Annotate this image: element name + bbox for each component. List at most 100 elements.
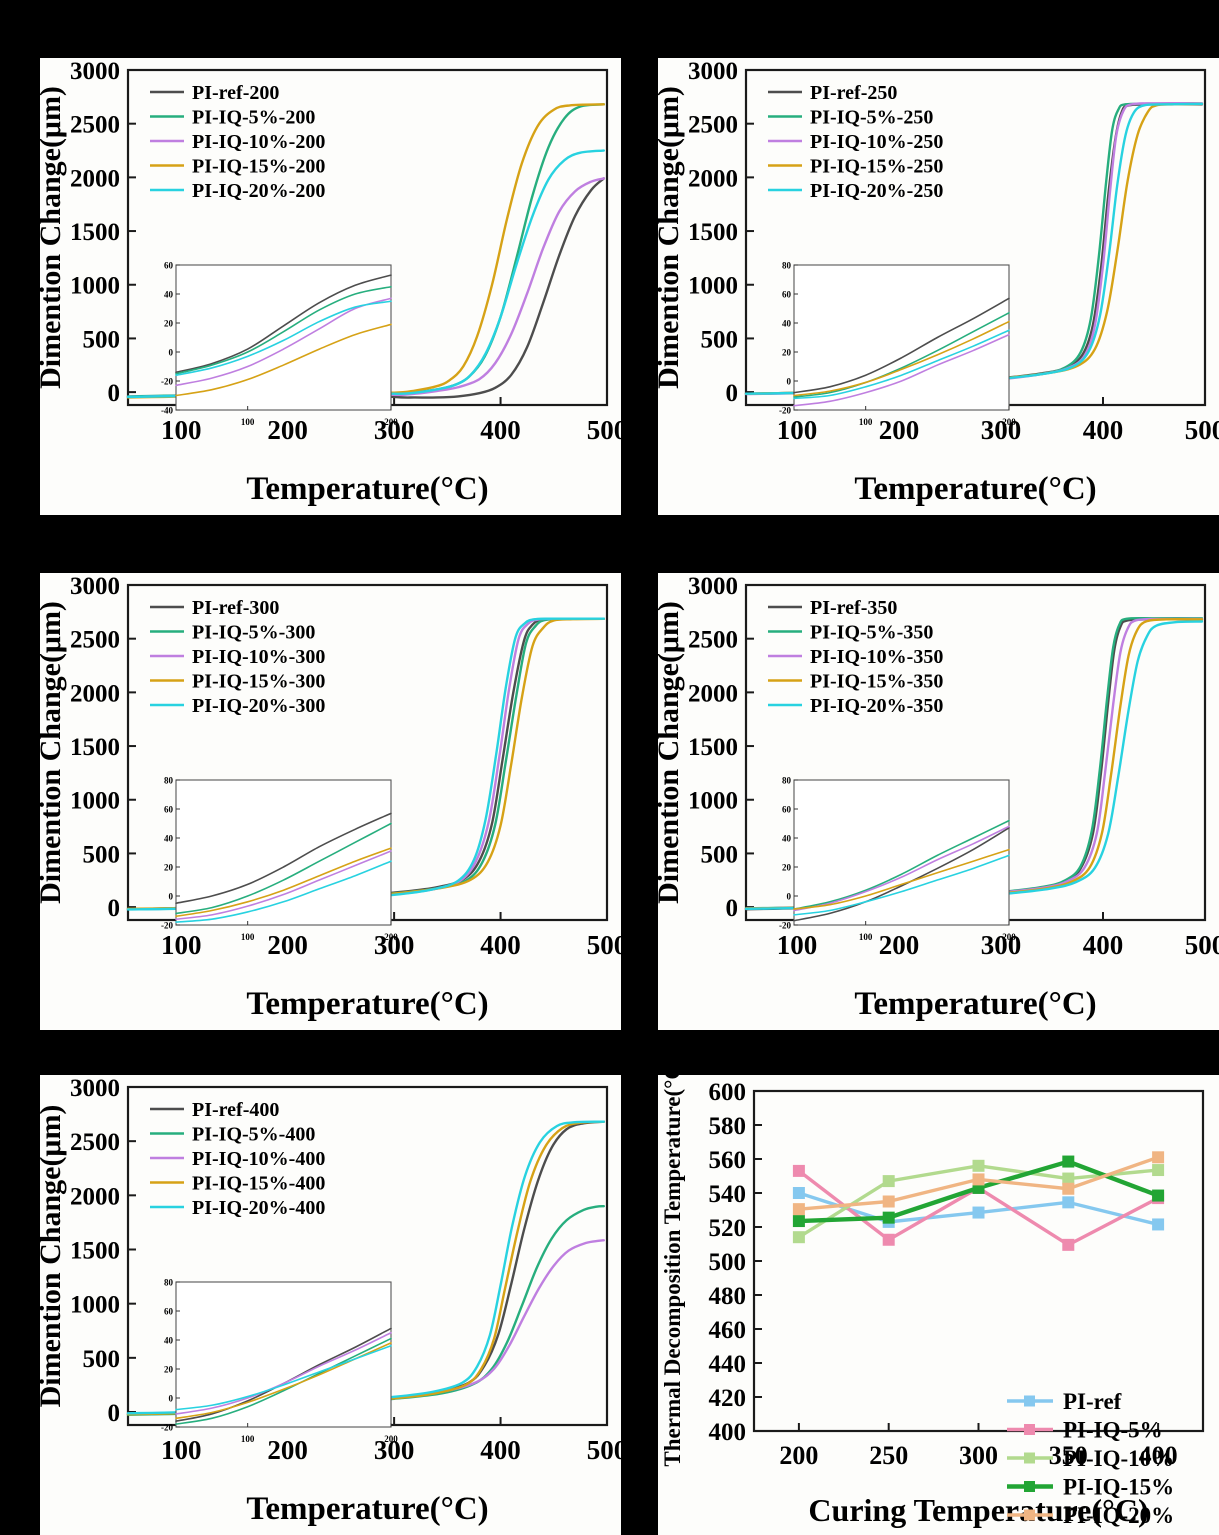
svg-text:80: 80 [782, 776, 792, 786]
svg-text:40: 40 [164, 290, 174, 300]
tma-400-plot: 100 200 300 400 500050010001500200025003000T… [40, 1075, 621, 1535]
svg-text:Dimention Change(μm): Dimention Change(μm) [658, 86, 685, 389]
svg-text:480: 480 [709, 1283, 747, 1310]
svg-text:PI-IQ-10%-250: PI-IQ-10%-250 [810, 131, 943, 153]
svg-text:3000: 3000 [70, 573, 120, 600]
svg-text:PI-IQ-15%: PI-IQ-15% [1063, 1475, 1174, 1500]
svg-text:PI-IQ-10%-350: PI-IQ-10%-350 [810, 646, 943, 668]
svg-text:2500: 2500 [688, 112, 738, 139]
svg-text:300: 300 [374, 1435, 415, 1465]
svg-text:60: 60 [782, 290, 792, 300]
svg-text:1500: 1500 [688, 734, 738, 761]
chart-panel-decomposition-temperature: 200 250 300 350 400 400 420 440 460 480 500 520 540 5… [658, 1075, 1219, 1535]
svg-text:500: 500 [701, 326, 739, 353]
svg-text:20: 20 [164, 1365, 174, 1375]
svg-text:300: 300 [959, 1441, 998, 1470]
svg-text:400: 400 [480, 415, 521, 445]
svg-text:500: 500 [701, 841, 739, 868]
svg-text:200: 200 [1002, 932, 1016, 942]
svg-text:420: 420 [709, 1385, 747, 1412]
svg-text:60: 60 [164, 261, 174, 271]
svg-text:2000: 2000 [688, 680, 738, 707]
svg-text:250: 250 [869, 1441, 908, 1470]
svg-text:PI-IQ-15%-350: PI-IQ-15%-350 [810, 671, 943, 693]
svg-text:40: 40 [782, 319, 792, 329]
chart-panel-tma-350: 100 200 300 400 500 0 500 1000 1500 2000 2500 3000 T… [658, 573, 1219, 1030]
svg-text:80: 80 [164, 1278, 174, 1288]
svg-text:400: 400 [709, 1419, 747, 1446]
svg-text:350: 350 [1049, 1441, 1088, 1470]
svg-text:500: 500 [587, 1435, 621, 1465]
svg-text:400: 400 [1083, 415, 1124, 445]
svg-text:Dimention Change(μm): Dimention Change(μm) [658, 601, 685, 904]
svg-text:Dimention Change(μm): Dimention Change(μm) [40, 1105, 67, 1408]
svg-text:PI-ref: PI-ref [1063, 1389, 1122, 1414]
svg-text:PI-IQ-5%-350: PI-IQ-5%-350 [810, 622, 933, 644]
svg-text:20: 20 [782, 863, 792, 873]
svg-text:580: 580 [709, 1113, 747, 1140]
svg-text:20: 20 [164, 319, 174, 329]
chart-panel-tma-400: 100 200 300 400 500 0 500 1000 1500 2000 2500 3000 T… [40, 1075, 621, 1535]
svg-text:0: 0 [787, 892, 792, 902]
chart-panel-tma-250: 100 200 300 400 500 0 500 1000 1500 2000 2500 3000 T… [658, 58, 1219, 515]
svg-text:500: 500 [83, 841, 121, 868]
svg-text:PI-IQ-5%-300: PI-IQ-5%-300 [192, 622, 315, 644]
svg-text:0: 0 [108, 1400, 121, 1427]
svg-text:500: 500 [587, 930, 621, 960]
svg-text:200: 200 [384, 932, 398, 942]
svg-text:1000: 1000 [688, 273, 738, 300]
svg-text:0: 0 [726, 895, 739, 922]
svg-text:-20: -20 [161, 921, 173, 931]
svg-text:20: 20 [782, 348, 792, 358]
svg-text:1500: 1500 [70, 1238, 120, 1265]
svg-text:-20: -20 [779, 921, 791, 931]
svg-text:PI-ref-400: PI-ref-400 [192, 1099, 279, 1121]
svg-text:200: 200 [384, 417, 398, 427]
tma-250-plot: 100 200 300 400 500050010001500200025003000T… [658, 58, 1219, 515]
svg-text:1500: 1500 [70, 219, 120, 246]
svg-text:1500: 1500 [688, 219, 738, 246]
svg-text:300: 300 [374, 415, 415, 445]
svg-text:80: 80 [164, 776, 174, 786]
svg-text:PI-IQ-5%-200: PI-IQ-5%-200 [192, 107, 315, 129]
svg-text:-20: -20 [161, 1423, 173, 1433]
svg-text:460: 460 [709, 1317, 747, 1344]
svg-text:Temperature(°C): Temperature(°C) [246, 986, 488, 1022]
svg-text:Temperature(°C): Temperature(°C) [246, 471, 488, 507]
svg-text:PI-IQ-10%-300: PI-IQ-10%-300 [192, 646, 325, 668]
svg-text:1000: 1000 [70, 1292, 120, 1319]
svg-text:560: 560 [709, 1147, 747, 1174]
svg-text:PI-IQ-20%-300: PI-IQ-20%-300 [192, 695, 325, 717]
svg-text:3000: 3000 [688, 573, 738, 600]
svg-text:PI-IQ-10%-400: PI-IQ-10%-400 [192, 1148, 325, 1170]
svg-text:60: 60 [164, 805, 174, 815]
svg-text:2000: 2000 [70, 165, 120, 192]
svg-text:100: 100 [241, 417, 255, 427]
svg-text:Temperature(°C): Temperature(°C) [854, 471, 1096, 507]
svg-text:200: 200 [384, 1434, 398, 1444]
svg-text:300: 300 [374, 930, 415, 960]
svg-text:100: 100 [161, 1435, 202, 1465]
svg-text:400: 400 [480, 930, 521, 960]
svg-text:PI-IQ-20%-200: PI-IQ-20%-200 [192, 180, 325, 202]
svg-text:300: 300 [981, 415, 1022, 445]
svg-text:PI-ref-250: PI-ref-250 [810, 82, 897, 104]
svg-text:2500: 2500 [70, 627, 120, 654]
svg-text:PI-IQ-5%: PI-IQ-5% [1063, 1418, 1163, 1443]
svg-text:2500: 2500 [688, 627, 738, 654]
svg-text:Thermal Decomposition Temperat: Thermal Decomposition Temperature(°C) [660, 1075, 685, 1467]
svg-text:PI-IQ-15%-300: PI-IQ-15%-300 [192, 671, 325, 693]
svg-text:PI-IQ-20%-350: PI-IQ-20%-350 [810, 695, 943, 717]
tma-300-plot: 100 200 300 400 500050010001500200025003000T… [40, 573, 621, 1030]
svg-text:20: 20 [164, 863, 174, 873]
svg-text:PI-IQ-15%-400: PI-IQ-15%-400 [192, 1173, 325, 1195]
svg-text:1000: 1000 [70, 788, 120, 815]
chart-panel-tma-300: 100 200 300 400 500 0 500 1000 1500 2000 2500 3000 T… [40, 573, 621, 1030]
svg-text:0: 0 [169, 1394, 174, 1404]
svg-text:0: 0 [169, 348, 174, 358]
svg-text:100: 100 [777, 930, 818, 960]
svg-text:0: 0 [108, 380, 121, 407]
svg-text:PI-IQ-5%-250: PI-IQ-5%-250 [810, 107, 933, 129]
svg-text:PI-IQ-20%-250: PI-IQ-20%-250 [810, 180, 943, 202]
